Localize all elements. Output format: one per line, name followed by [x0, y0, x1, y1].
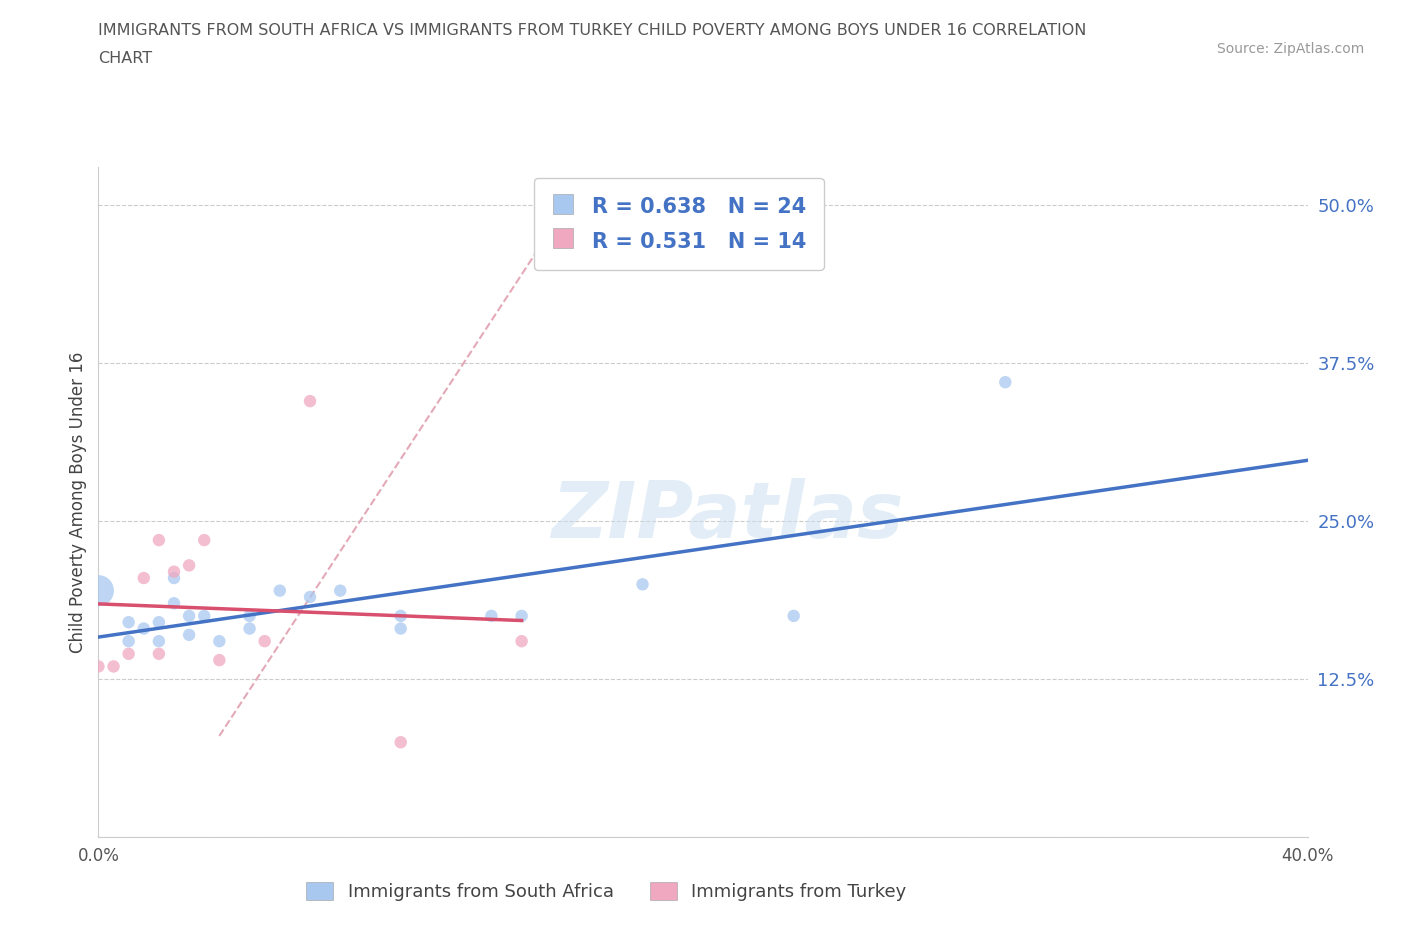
- Point: [299, 590, 322, 604]
- Point: [118, 633, 141, 648]
- Point: [148, 533, 170, 548]
- Text: Source: ZipAtlas.com: Source: ZipAtlas.com: [1216, 42, 1364, 56]
- Point: [148, 633, 170, 648]
- Point: [239, 608, 262, 623]
- Text: IMMIGRANTS FROM SOUTH AFRICA VS IMMIGRANTS FROM TURKEY CHILD POVERTY AMONG BOYS : IMMIGRANTS FROM SOUTH AFRICA VS IMMIGRAN…: [98, 23, 1087, 38]
- Legend: Immigrants from South Africa, Immigrants from Turkey: Immigrants from South Africa, Immigrants…: [299, 874, 914, 909]
- Point: [148, 615, 170, 630]
- Point: [510, 633, 533, 648]
- Point: [389, 621, 412, 636]
- Point: [87, 659, 110, 674]
- Point: [177, 628, 201, 643]
- Point: [177, 608, 201, 623]
- Y-axis label: Child Poverty Among Boys Under 16: Child Poverty Among Boys Under 16: [69, 352, 87, 653]
- Point: [329, 583, 352, 598]
- Point: [132, 621, 155, 636]
- Point: [389, 735, 412, 750]
- Point: [148, 646, 170, 661]
- Point: [163, 571, 186, 586]
- Text: ZIPatlas: ZIPatlas: [551, 478, 903, 553]
- Point: [239, 621, 262, 636]
- Point: [163, 596, 186, 611]
- Point: [208, 653, 231, 668]
- Text: CHART: CHART: [98, 51, 152, 66]
- Point: [631, 577, 654, 591]
- Point: [782, 608, 804, 623]
- Point: [208, 633, 231, 648]
- Point: [118, 615, 141, 630]
- Point: [299, 393, 322, 408]
- Point: [193, 608, 215, 623]
- Point: [177, 558, 201, 573]
- Point: [163, 565, 186, 579]
- Point: [481, 608, 503, 623]
- Point: [510, 608, 533, 623]
- Point: [253, 633, 276, 648]
- Point: [389, 608, 412, 623]
- Point: [994, 375, 1017, 390]
- Point: [193, 533, 215, 548]
- Point: [87, 583, 110, 598]
- Point: [118, 646, 141, 661]
- Point: [269, 583, 291, 598]
- Point: [132, 571, 155, 586]
- Point: [103, 659, 125, 674]
